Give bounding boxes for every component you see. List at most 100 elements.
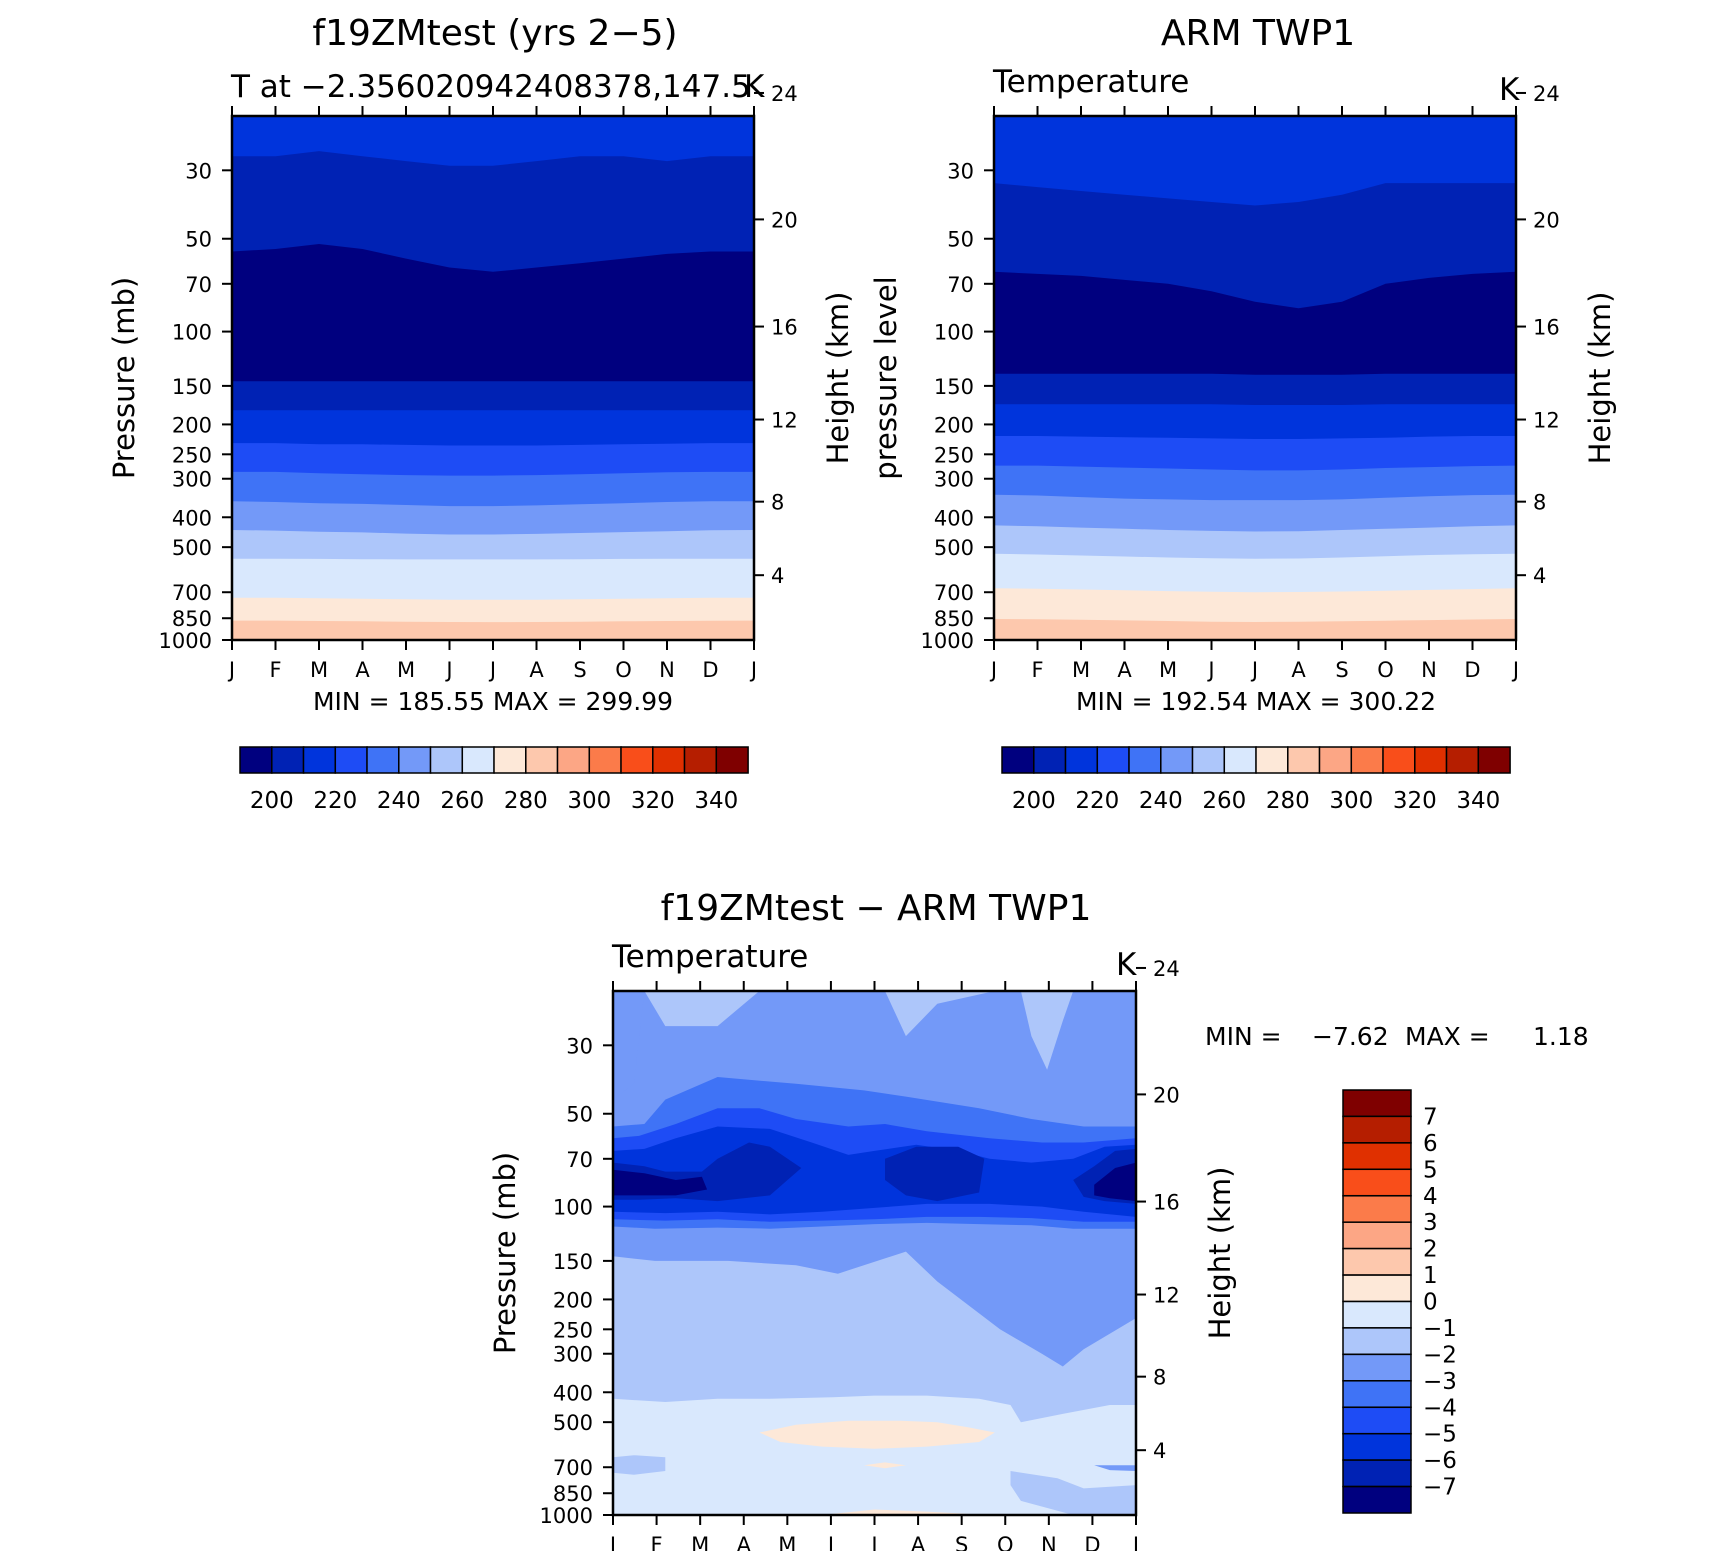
x-tick-label: N xyxy=(1421,658,1437,682)
x-tick-label: M xyxy=(1159,658,1177,682)
colorbar-label: −2 xyxy=(1423,1342,1457,1368)
y-right-tick-label: 4 xyxy=(1533,564,1546,588)
y-right-tick-label: 24 xyxy=(771,82,798,106)
y-tick-label: 200 xyxy=(553,1288,593,1312)
x-tick-label: A xyxy=(737,1533,752,1551)
y-right-tick-label: 8 xyxy=(1533,491,1546,515)
contour-band xyxy=(613,1455,666,1475)
colorbar-swatch xyxy=(1342,1459,1412,1488)
x-tick-label: J xyxy=(1250,658,1258,682)
colorbar-label: 300 xyxy=(567,788,611,814)
y-right-tick-label: 4 xyxy=(1153,1439,1166,1463)
colorbar-swatch xyxy=(1342,1432,1412,1461)
colorbar-label: 2 xyxy=(1423,1237,1438,1263)
y-tick-label: 850 xyxy=(934,607,974,631)
panel-diff-min-label: MIN = xyxy=(1205,1022,1282,1051)
panel-model-colorbar: 200 220 240 260 280 300 320 340 xyxy=(239,746,749,814)
colorbar-swatch xyxy=(1342,1221,1412,1250)
panel-diff-contour-fill xyxy=(613,991,1136,1515)
colorbar-swatch xyxy=(1033,746,1067,774)
y-tick-label: 100 xyxy=(172,321,212,345)
colorbar-swatch xyxy=(1382,746,1416,774)
colorbar-label: 3 xyxy=(1423,1210,1438,1236)
colorbar-swatch xyxy=(1342,1274,1412,1303)
panel-model-ylabel-right: Height (km) xyxy=(821,292,855,465)
x-tick-label: O xyxy=(615,658,632,682)
colorbar-label: 4 xyxy=(1423,1184,1438,1210)
colorbar-swatch xyxy=(1342,1115,1412,1144)
x-tick-label: M xyxy=(310,658,328,682)
colorbar-swatch xyxy=(1318,746,1353,774)
colorbar-label: 340 xyxy=(1456,788,1500,814)
panel-diff-units: K xyxy=(1116,947,1137,983)
panel-diff-ylabel-right: Height (km) xyxy=(1203,1167,1237,1340)
colorbar-swatch xyxy=(652,746,686,774)
y-right-tick-label: 8 xyxy=(1153,1366,1166,1390)
contour-band xyxy=(232,620,754,640)
colorbar-swatch xyxy=(715,746,749,774)
y-tick-label: 400 xyxy=(172,506,212,530)
colorbar-label: −1 xyxy=(1423,1316,1457,1342)
panel-model-subtitle: T at −2.356020942408378,147.5 xyxy=(230,69,751,105)
y-tick-label: 700 xyxy=(934,581,974,605)
colorbar-label: 220 xyxy=(313,788,357,814)
colorbar-swatch xyxy=(1001,746,1035,774)
colorbar-swatch xyxy=(525,746,559,774)
y-tick-label: 50 xyxy=(185,228,212,252)
contour-band xyxy=(759,1420,995,1449)
colorbar-label: 7 xyxy=(1423,1104,1438,1130)
panel-diff: f19ZMtest − ARM TWP1 Temperature K J F M A M… xyxy=(488,888,1589,1551)
colorbar-swatch xyxy=(1342,1353,1412,1382)
panel-model-title: f19ZMtest (yrs 2−5) xyxy=(312,13,677,54)
y-right-tick-label: 8 xyxy=(771,491,784,515)
panel-obs-colorbar: 200 220 240 260 280 300 320 340 xyxy=(1001,746,1511,814)
y-tick-label: 30 xyxy=(185,159,212,183)
colorbar-swatch xyxy=(1342,1089,1412,1118)
y-tick-label: 250 xyxy=(934,443,974,467)
y-right-tick-label: 12 xyxy=(771,409,798,433)
y-tick-label: 70 xyxy=(947,273,974,297)
colorbar-swatch xyxy=(461,746,495,774)
x-tick-label: M xyxy=(1072,658,1090,682)
y-tick-label: 400 xyxy=(934,506,974,530)
y-right-tick-label: 12 xyxy=(1533,409,1560,433)
y-tick-label: 700 xyxy=(553,1456,593,1480)
colorbar-swatch xyxy=(1287,746,1321,774)
y-tick-label: 100 xyxy=(553,1196,593,1220)
colorbar-swatch xyxy=(429,746,464,774)
x-tick-label: S xyxy=(955,1533,968,1551)
y-tick-label: 850 xyxy=(172,607,212,631)
panel-diff-title: f19ZMtest − ARM TWP1 xyxy=(661,888,1092,929)
colorbar-label: 300 xyxy=(1329,788,1373,814)
colorbar-label: 220 xyxy=(1075,788,1119,814)
y-tick-label: 300 xyxy=(934,468,974,492)
x-tick-label: D xyxy=(1084,1533,1100,1551)
y-tick-label: 400 xyxy=(553,1381,593,1405)
x-tick-label: O xyxy=(1377,658,1394,682)
colorbar-swatch xyxy=(1350,746,1384,774)
colorbar-label: 320 xyxy=(631,788,675,814)
colorbar-swatch xyxy=(1064,746,1099,774)
contour-band xyxy=(885,1146,985,1202)
panel-diff-ylabel-left: Pressure (mb) xyxy=(488,1152,522,1354)
colorbar-label: 1 xyxy=(1423,1263,1438,1289)
colorbar-swatch xyxy=(1342,1380,1412,1408)
colorbar-swatch xyxy=(1191,746,1226,774)
colorbar-swatch xyxy=(1255,746,1289,774)
y-tick-label: 300 xyxy=(553,1343,593,1367)
colorbar-label: 200 xyxy=(1012,788,1056,814)
colorbar-swatch xyxy=(1342,1300,1412,1329)
y-tick-label: 500 xyxy=(934,536,974,560)
panel-diff-subtitle: Temperature xyxy=(611,939,808,975)
colorbar-swatch xyxy=(1223,746,1257,774)
colorbar-label: −4 xyxy=(1423,1395,1457,1421)
panel-obs-subtitle: Temperature xyxy=(992,64,1189,100)
y-tick-label: 30 xyxy=(947,159,974,183)
colorbar-swatch xyxy=(620,746,654,774)
colorbar-swatch xyxy=(271,746,305,774)
x-tick-label: J xyxy=(488,658,496,682)
colorbar-swatch xyxy=(1414,746,1448,774)
x-tick-label: J xyxy=(989,658,997,682)
